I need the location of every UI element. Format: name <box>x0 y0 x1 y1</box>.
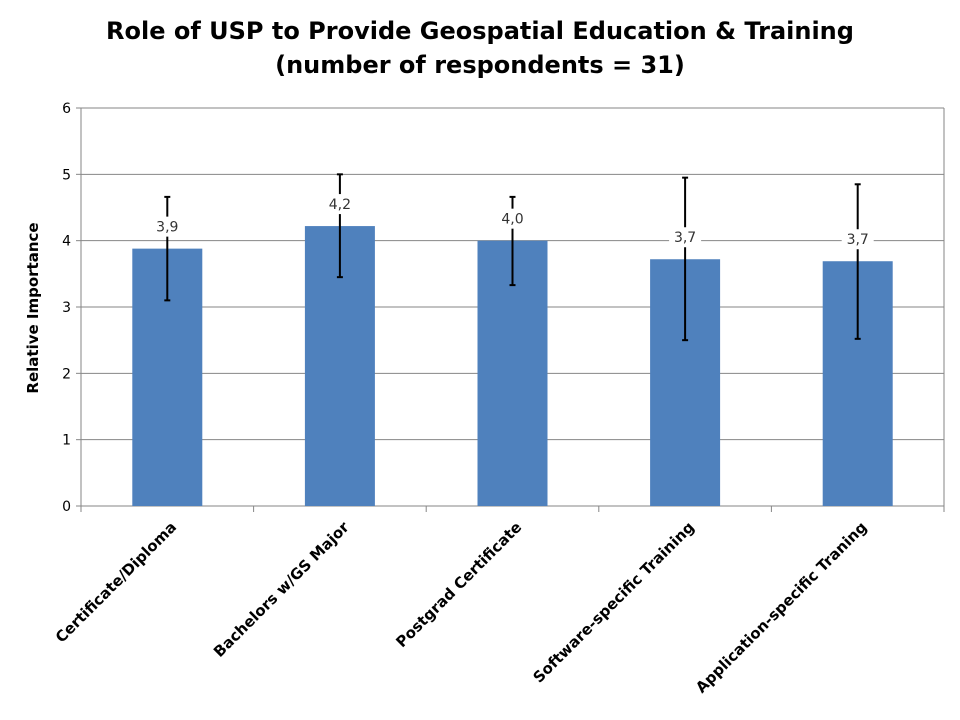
x-category-label: Application-specific Traning <box>692 518 870 696</box>
y-axis-label: Relative Importance <box>24 222 42 393</box>
error-bar <box>336 173 343 279</box>
x-category-label: Bachelors w/GS Major <box>210 518 353 661</box>
data-label-group: 4,0 <box>496 208 529 229</box>
data-label: 3,7 <box>674 230 696 246</box>
x-category-label: Certificate/Diploma <box>52 518 180 646</box>
y-tick-label: 2 <box>62 366 71 382</box>
chart-title-line: Role of USP to Provide Geospatial Educat… <box>106 17 854 45</box>
data-label-group: 3,7 <box>669 227 702 248</box>
data-label: 3,9 <box>156 220 178 236</box>
error-bar <box>854 183 861 340</box>
data-label-group: 3,9 <box>151 216 184 237</box>
data-label: 4,0 <box>501 212 523 228</box>
data-label-bg <box>323 194 356 215</box>
data-label: 4,2 <box>329 197 351 213</box>
error-bar <box>682 176 689 342</box>
y-tick-label: 4 <box>62 234 71 250</box>
data-label-bg <box>151 216 184 237</box>
data-labels: 3,9 4,2 4,0 3,7 3,7 <box>151 194 874 250</box>
x-category-label: Software-specific Training <box>530 518 698 686</box>
x-category-label: Postgrad Certificate <box>392 518 525 651</box>
data-label-group: 3,7 <box>841 229 874 250</box>
y-tick-label: 6 <box>62 101 71 117</box>
y-tick-label: 5 <box>62 167 71 183</box>
y-tick-label: 3 <box>62 300 71 316</box>
data-label: 3,7 <box>847 232 869 248</box>
y-tick-label: 0 <box>62 499 71 515</box>
chart-subtitle: (number of respondents = 31) <box>275 51 685 79</box>
data-label-group: 4,2 <box>323 194 356 215</box>
data-label-bg <box>841 229 874 250</box>
y-tick-label: 1 <box>62 433 71 449</box>
data-label-bg <box>669 227 702 248</box>
error-bar <box>164 195 171 302</box>
data-label-bg <box>496 208 529 229</box>
chart-title: Role of USP to Provide Geospatial Educat… <box>0 14 960 82</box>
